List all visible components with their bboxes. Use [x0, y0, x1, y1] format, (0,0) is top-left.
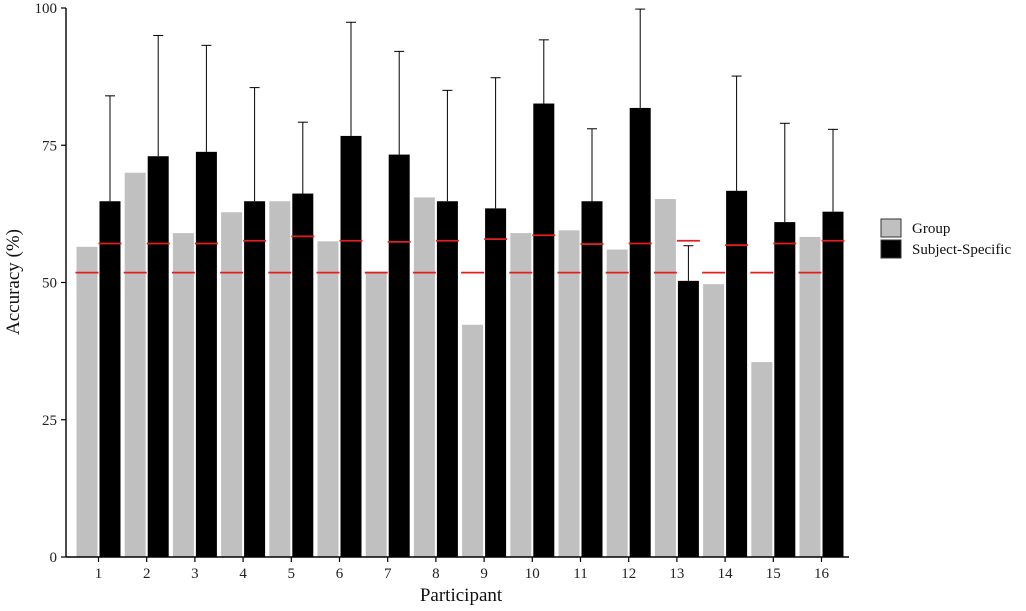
bar-group-p8	[413, 197, 435, 557]
x-tick-label-3: 3	[191, 566, 199, 582]
legend-label-subject-specific: Subject-Specific	[912, 242, 1011, 258]
y-tick-label-0: 0	[50, 550, 58, 566]
x-tick-label-9: 9	[480, 566, 488, 582]
bar-group-p7	[365, 271, 387, 557]
bar-group-p10	[510, 233, 532, 557]
error-bars-layer	[105, 8, 838, 281]
bar-group-p11	[558, 230, 580, 557]
bar-group-p13	[654, 199, 676, 557]
x-tick-label-13: 13	[669, 566, 684, 582]
bar-group-p4	[221, 212, 243, 557]
bar-subject-specific-p9	[485, 208, 507, 557]
legend-label-group: Group	[912, 221, 950, 237]
x-tick-label-10: 10	[525, 566, 540, 582]
y-tick-label-100: 100	[35, 1, 58, 17]
x-tick-label-11: 11	[573, 566, 587, 582]
x-tick-label-16: 16	[814, 566, 830, 582]
bar-group-p12	[606, 249, 628, 557]
y-tick-label-50: 50	[42, 276, 57, 292]
bar-subject-specific-p15	[774, 222, 796, 558]
bar-group-p2	[124, 172, 146, 557]
bar-subject-specific-p13	[677, 280, 699, 557]
x-tick-label-1: 1	[95, 566, 103, 582]
bar-subject-specific-p2	[147, 156, 169, 558]
bar-group-p14	[703, 284, 725, 557]
y-axis-title: Accuracy (%)	[3, 229, 24, 335]
bar-subject-specific-p12	[629, 107, 651, 557]
x-tick-label-15: 15	[766, 566, 781, 582]
bar-subject-specific-p14	[726, 190, 748, 557]
bar-subject-specific-p3	[195, 151, 217, 557]
bar-group-p1	[76, 246, 98, 557]
bar-subject-specific-p8	[436, 201, 458, 558]
bar-subject-specific-p7	[388, 154, 410, 557]
y-tick-label-75: 75	[42, 138, 57, 154]
legend-swatch-subject-specific	[880, 239, 902, 259]
bar-subject-specific-p11	[581, 201, 603, 558]
y-ticks: 0 25 50 75 100	[35, 1, 66, 566]
bar-group-p5	[269, 201, 291, 558]
y-tick-label-25: 25	[42, 413, 57, 429]
bar-subject-specific-p4	[244, 201, 266, 558]
x-tick-label-8: 8	[432, 566, 440, 582]
x-axis-title: Participant	[420, 585, 503, 606]
x-tick-label-14: 14	[718, 566, 734, 582]
bar-subject-specific-p1	[99, 201, 121, 558]
bar-subject-specific-p6	[340, 135, 362, 558]
x-tick-label-4: 4	[239, 566, 247, 582]
legend: Group Subject-Specific	[880, 218, 1011, 259]
x-tick-label-5: 5	[288, 566, 296, 582]
x-tick-label-6: 6	[336, 566, 344, 582]
bar-group-p16	[799, 236, 821, 558]
bars-layer	[76, 103, 844, 558]
bar-group-p9	[462, 324, 484, 557]
bar-subject-specific-p10	[533, 103, 555, 557]
chance-lines-layer	[75, 234, 845, 274]
bar-subject-specific-p5	[292, 193, 314, 557]
bar-group-p15	[751, 362, 773, 557]
bar-subject-specific-p16	[822, 211, 844, 557]
x-tick-label-7: 7	[384, 566, 392, 582]
x-tick-label-12: 12	[621, 566, 636, 582]
bar-group-p6	[317, 241, 339, 557]
legend-swatch-group	[880, 218, 902, 238]
x-tick-label-2: 2	[143, 566, 151, 582]
bar-group-p3	[172, 233, 194, 557]
x-ticks: 1 2 3 4 5 6 7 8 9 10 11 12 13 14 15 16	[95, 557, 830, 582]
